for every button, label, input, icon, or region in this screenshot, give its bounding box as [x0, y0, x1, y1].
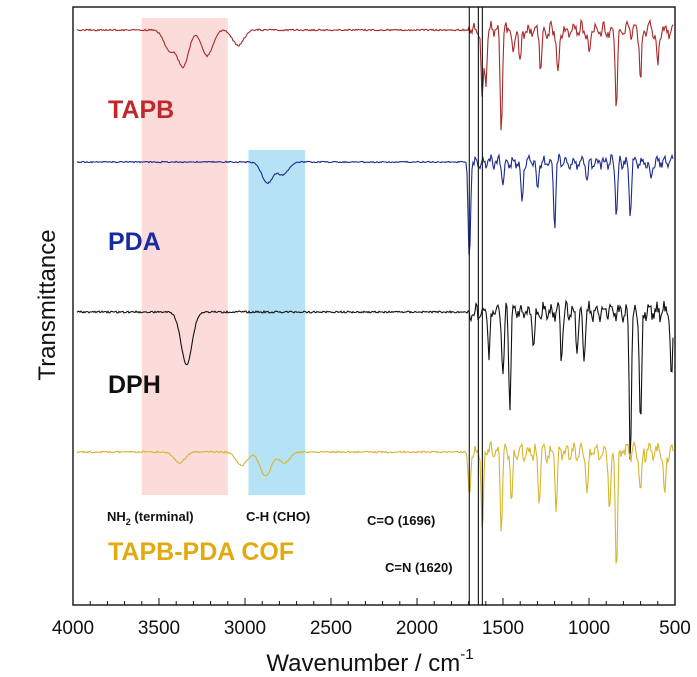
- series-line-dph: [76, 299, 674, 460]
- x-tick-label: 1000: [568, 618, 610, 639]
- band-label-ch: C-H (CHO): [246, 509, 310, 524]
- series-label-pda: PDA: [108, 228, 161, 256]
- reference-lines: [468, 7, 483, 605]
- x-axis-ticks: 4000 3500 3000 2500 2000 1500 1000 500: [52, 598, 691, 639]
- refline-label-cn: C=N (1620): [385, 560, 453, 575]
- x-tick-label: 4000: [52, 618, 94, 639]
- series-label-tapb: TAPB: [108, 96, 174, 124]
- plot-frame: [72, 6, 676, 606]
- highlight-band-nh2: [141, 18, 228, 495]
- band-label-nh2: NH2 (terminal): [107, 509, 194, 527]
- series-line-tapb: [76, 18, 674, 131]
- series-line-pda: [76, 153, 674, 256]
- series-label-tapb-pda-cof: TAPB-PDA COF: [108, 538, 294, 566]
- x-tick-label: 1500: [482, 618, 524, 639]
- series-labels: TAPB PDA DPH TAPB-PDA COF: [108, 96, 294, 566]
- x-tick-label: 3000: [224, 618, 266, 639]
- y-axis-title: Transmittance: [34, 229, 61, 380]
- series-line-tapb-pda-cof: [76, 440, 674, 564]
- series-label-dph: DPH: [108, 371, 161, 399]
- x-tick-label: 500: [659, 618, 691, 639]
- spectra-traces: [76, 18, 674, 564]
- x-tick-label: 3500: [138, 618, 180, 639]
- x-tick-label: 2000: [396, 618, 438, 639]
- x-tick-label: 2500: [310, 618, 352, 639]
- highlight-band-cho: [248, 150, 306, 495]
- highlight-bands: [141, 18, 306, 495]
- x-axis-title: Wavenumber / cm-1: [266, 646, 473, 677]
- refline-label-co: C=O (1696): [367, 513, 435, 528]
